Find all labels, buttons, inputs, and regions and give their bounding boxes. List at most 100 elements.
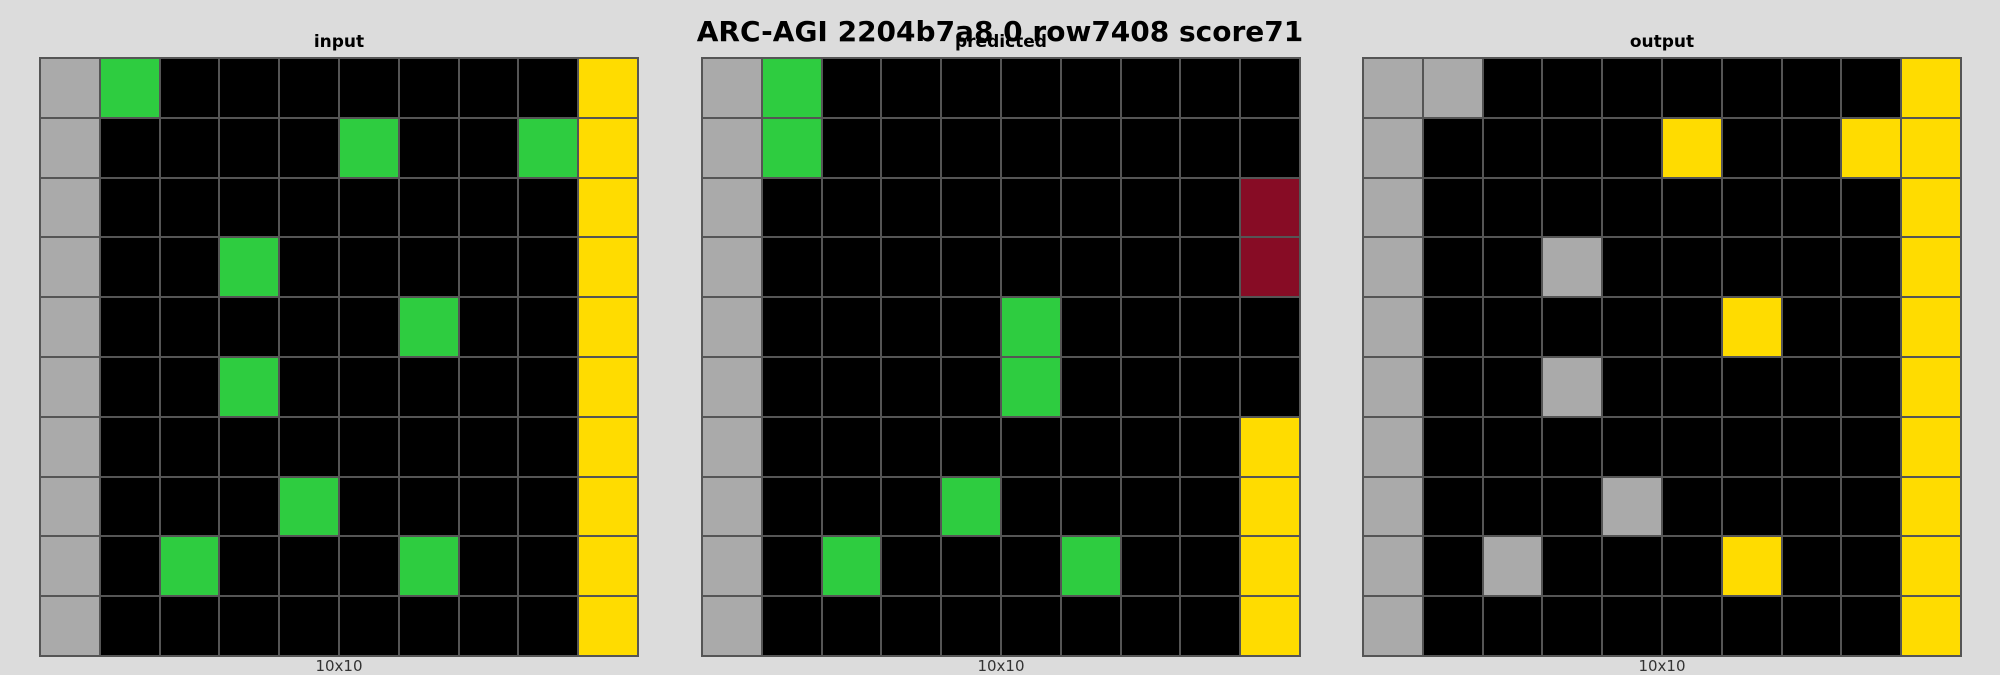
output-cell-r6-c7 [1781,416,1842,477]
predicted-cell-r5-c8 [1180,356,1241,417]
input-cell-r3-c5 [338,237,399,298]
predicted-cell-r1-c2 [821,117,882,178]
output-cell-r8-c2 [1482,536,1543,597]
predicted-cell-r2-c8 [1180,177,1241,238]
input-cell-r9-c9 [578,596,638,656]
predicted-cell-r1-c0 [702,117,762,178]
output-cell-r6-c4 [1602,416,1662,477]
predicted-cell-r1-c3 [881,117,942,178]
predicted-cell-r7-c9 [1240,476,1300,537]
output-cell-r8-c3 [1542,536,1603,597]
input-cell-r3-c3 [219,237,280,298]
output-cell-r1-c1 [1422,117,1483,178]
input-cell-r7-c6 [398,476,459,537]
input-cell-r5-c9 [578,356,638,417]
output-cell-r3-c3 [1542,237,1603,298]
input-cell-r8-c3 [219,536,280,597]
input-cell-r1-c3 [219,117,280,178]
input-cell-r2-c2 [159,177,220,238]
predicted-cell-r9-c7 [1120,596,1181,656]
predicted-cell-r0-c8 [1180,58,1241,118]
output-cell-r2-c8 [1841,177,1902,238]
input-cell-r0-c5 [338,58,399,118]
input-cell-r8-c6 [398,536,459,597]
output-cell-r6-c5 [1661,416,1722,477]
output-cell-r4-c3 [1542,297,1603,357]
output-cell-r2-c5 [1661,177,1722,238]
output-cell-r2-c4 [1602,177,1662,238]
output-cell-r4-c5 [1661,297,1722,357]
predicted-cell-r7-c3 [881,476,942,537]
output-cell-r9-c8 [1841,596,1902,656]
predicted-cell-r6-c9 [1240,416,1300,477]
input-cell-r7-c8 [518,476,579,537]
predicted-cell-r7-c4 [941,476,1001,537]
predicted-cell-r2-c7 [1120,177,1181,238]
output-cell-r7-c5 [1661,476,1722,537]
predicted-cell-r2-c9 [1240,177,1300,238]
predicted-cell-r6-c1 [761,416,822,477]
input-cell-r6-c5 [338,416,399,477]
output-cell-r1-c0 [1363,117,1423,178]
predicted-cell-r6-c8 [1180,416,1241,477]
input-cell-r3-c8 [518,237,579,298]
output-cell-r0-c9 [1901,58,1961,118]
predicted-cell-r4-c6 [1060,297,1121,357]
output-cell-r4-c0 [1363,297,1423,357]
input-cell-r5-c0 [40,356,100,417]
output-cell-r7-c0 [1363,476,1423,537]
predicted-cell-r2-c2 [821,177,882,238]
input-cell-r4-c1 [99,297,160,357]
panel-title-output: output [1629,32,1695,52]
predicted-cell-r4-c5 [1000,297,1061,357]
output-cell-r7-c4 [1602,476,1662,537]
input-cell-r9-c5 [338,596,399,656]
predicted-cell-r0-c2 [821,58,882,118]
predicted-cell-r8-c2 [821,536,882,597]
output-cell-r1-c8 [1841,117,1902,178]
output-cell-r4-c8 [1841,297,1902,357]
predicted-cell-r8-c4 [941,536,1001,597]
predicted-cell-r2-c6 [1060,177,1121,238]
output-grid [1362,57,1962,657]
output-cell-r9-c7 [1781,596,1842,656]
predicted-cell-r4-c1 [761,297,822,357]
predicted-cell-r8-c3 [881,536,942,597]
input-cell-r5-c3 [219,356,280,417]
predicted-cell-r0-c5 [1000,58,1061,118]
input-cell-r4-c7 [458,297,519,357]
predicted-cell-r3-c5 [1000,237,1061,298]
input-cell-r6-c7 [458,416,519,477]
predicted-cell-r0-c0 [702,58,762,118]
input-cell-r4-c5 [338,297,399,357]
output-cell-r9-c4 [1602,596,1662,656]
predicted-cell-r0-c9 [1240,58,1300,118]
input-cell-r9-c8 [518,596,579,656]
output-cell-r9-c5 [1661,596,1722,656]
input-cell-r3-c7 [458,237,519,298]
output-cell-r0-c8 [1841,58,1902,118]
input-cell-r2-c9 [578,177,638,238]
input-cell-r6-c3 [219,416,280,477]
input-cell-r3-c4 [279,237,339,298]
predicted-cell-r4-c4 [941,297,1001,357]
output-cell-r3-c9 [1901,237,1961,298]
output-cell-r5-c5 [1661,356,1722,417]
input-cell-r5-c1 [99,356,160,417]
output-cell-r6-c1 [1422,416,1483,477]
predicted-cell-r8-c9 [1240,536,1300,597]
predicted-cell-r5-c5 [1000,356,1061,417]
output-cell-r7-c1 [1422,476,1483,537]
input-cell-r5-c7 [458,356,519,417]
input-cell-r6-c0 [40,416,100,477]
input-cell-r4-c6 [398,297,459,357]
output-cell-r8-c4 [1602,536,1662,597]
input-cell-r6-c6 [398,416,459,477]
predicted-cell-r1-c1 [761,117,822,178]
output-cell-r2-c7 [1781,177,1842,238]
output-cell-r0-c2 [1482,58,1543,118]
output-cell-r0-c5 [1661,58,1722,118]
output-cell-r2-c9 [1901,177,1961,238]
input-cell-r0-c9 [578,58,638,118]
input-cell-r9-c0 [40,596,100,656]
